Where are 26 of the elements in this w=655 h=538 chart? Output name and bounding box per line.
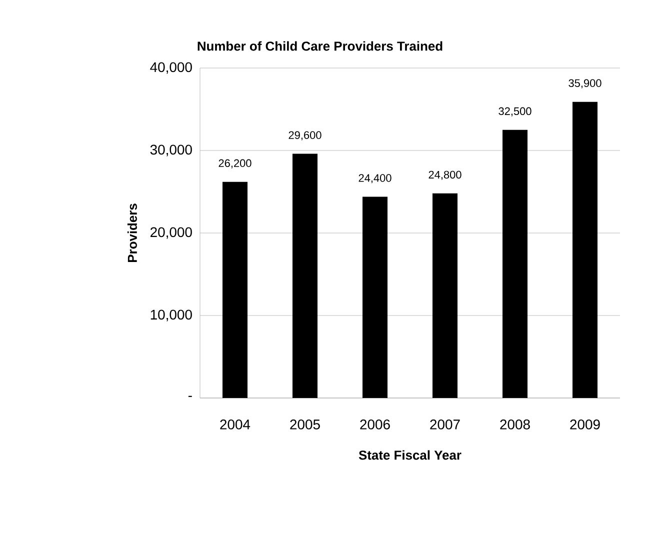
y-tick-label: 40,000: [150, 62, 192, 74]
y-tick-label: 20,000: [150, 227, 192, 239]
data-label: 24,800: [428, 170, 462, 180]
x-tick-label: 2007: [430, 420, 460, 430]
x-tick-label: 2004: [220, 420, 250, 430]
bar: [572, 102, 598, 398]
y-axis-title: Providers: [127, 204, 137, 262]
bar: [432, 193, 458, 398]
data-label: 29,600: [288, 131, 322, 140]
bar: [292, 154, 318, 398]
x-tick-label: 2009: [570, 420, 600, 430]
y-tick-label: -: [188, 396, 192, 397]
data-label: 26,200: [218, 159, 252, 168]
x-axis-title: State Fiscal Year: [358, 450, 462, 460]
y-tick-label: 10,000: [150, 310, 192, 322]
data-label: 32,500: [498, 107, 532, 116]
x-tick-label: 2005: [290, 420, 320, 430]
bar: [222, 182, 248, 398]
bar: [502, 130, 528, 398]
x-tick-label: 2008: [500, 420, 530, 430]
data-label: 24,400: [358, 174, 392, 184]
data-label: 35,900: [568, 79, 602, 88]
chart-title: Number of Child Care Providers Trained: [198, 41, 442, 51]
bar: [362, 196, 388, 398]
y-tick-label: 30,000: [150, 144, 192, 156]
x-tick-label: 2006: [360, 420, 390, 430]
